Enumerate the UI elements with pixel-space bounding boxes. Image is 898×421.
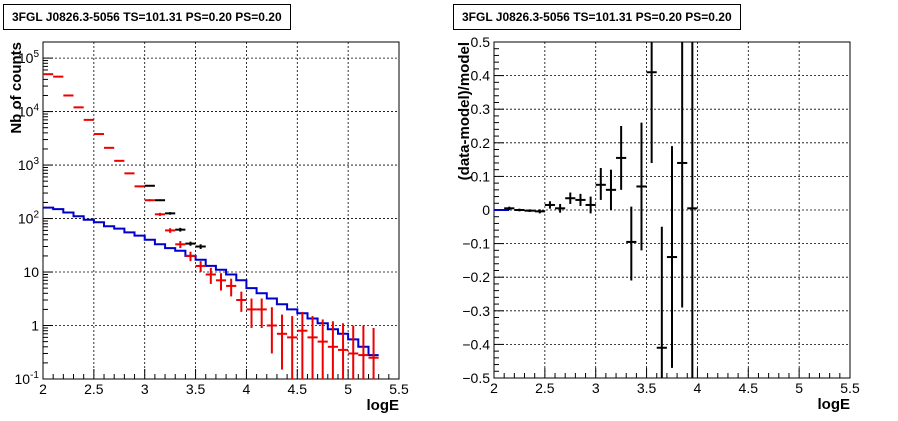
x-axis-title: logE <box>818 396 851 413</box>
y-tick-label: 10-1 <box>15 370 40 387</box>
y-tick-label: 0.3 <box>471 101 491 117</box>
y-tick-label-exponent: 5 <box>33 49 39 60</box>
x-tick-label: 4 <box>243 381 251 397</box>
y-tick-label: 104 <box>18 103 40 120</box>
left-chart-panel: 3FGL J0826.3-5056 TS=101.31 PS=0.20 PS=0… <box>3 4 409 414</box>
y-tick-label-base: 10 <box>18 104 34 120</box>
chart-title: 3FGL J0826.3-5056 TS=101.31 PS=0.20 PS=0… <box>3 4 291 30</box>
chart-title: 3FGL J0826.3-5056 TS=101.31 PS=0.20 PS=0… <box>453 4 741 30</box>
x-tick-label: 3.5 <box>637 380 657 396</box>
y-axis-title: Nb of counts <box>8 42 25 134</box>
counts-chart: 2 2.5 3 3.5 4 4.5 5 5.510-1110102103104105logEN… <box>8 41 409 414</box>
residuals-chart: 2 2.5 3 3.5 4 4.5 5 5.5 −0.5 −0.4 −0.3 −0.2 −0.1 0 0.1… <box>456 34 860 413</box>
x-tick-label: 4 <box>694 380 702 396</box>
y-tick-label: −0.5 <box>462 370 490 386</box>
y-tick-label-exponent: 3 <box>33 156 39 167</box>
x-tick-label: 5 <box>795 380 803 396</box>
x-tick-label: 2 <box>39 381 47 397</box>
y-tick-label-exponent: 4 <box>33 103 39 114</box>
x-tick-label: 3.5 <box>186 381 206 397</box>
y-tick-label-base: 10 <box>18 211 34 227</box>
y-tick-label: 103 <box>18 156 40 173</box>
y-axis-title: (data-model)/model <box>456 42 473 180</box>
y-tick-label: −0.3 <box>462 303 490 319</box>
y-tick-label: 105 <box>18 49 40 66</box>
y-tick-label: −0.1 <box>462 236 490 252</box>
x-tick-label: 3 <box>592 380 600 396</box>
x-tick-label: 2 <box>490 380 498 396</box>
y-tick-label-exponent: -1 <box>30 370 39 381</box>
plot-frame <box>42 41 400 380</box>
y-tick-label: 0.1 <box>471 168 491 184</box>
x-tick-label: 3 <box>141 381 149 397</box>
y-tick-label-base: 10 <box>18 157 34 173</box>
x-tick-label: 5.5 <box>389 381 409 397</box>
y-tick-label: −0.4 <box>462 336 490 352</box>
x-tick-label: 5.5 <box>840 380 860 396</box>
y-tick-label: 0.5 <box>471 34 491 50</box>
y-tick-label: 10 <box>23 264 39 280</box>
model-histogram-line <box>43 206 379 357</box>
y-tick-label-base: 10 <box>18 50 34 66</box>
y-tick-label: 0.4 <box>471 68 491 84</box>
x-tick-label: 5 <box>344 381 352 397</box>
y-tick-label-base: 10 <box>15 371 31 387</box>
x-tick-label: 4.5 <box>288 381 308 397</box>
y-tick-label: 0 <box>482 202 490 218</box>
y-tick-label: 102 <box>18 210 40 227</box>
x-tick-label: 4.5 <box>739 380 759 396</box>
y-tick-label: −0.2 <box>462 269 490 285</box>
x-tick-label: 2.5 <box>535 380 555 396</box>
y-tick-label: 1 <box>31 318 39 334</box>
x-axis-title: logE <box>367 397 400 414</box>
y-tick-label-exponent: 2 <box>33 210 39 221</box>
right-chart-panel: 3FGL J0826.3-5056 TS=101.31 PS=0.20 PS=0… <box>449 0 898 421</box>
y-tick-label: 0.2 <box>471 135 491 151</box>
x-tick-label: 2.5 <box>84 381 104 397</box>
